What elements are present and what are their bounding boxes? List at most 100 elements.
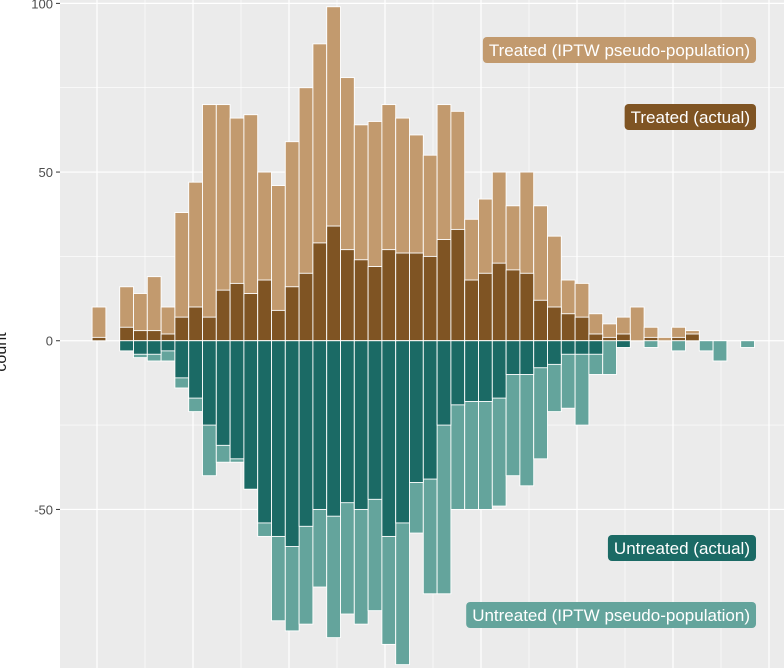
bar-treated-actual <box>133 330 148 342</box>
bar-untreated-actual <box>326 340 341 517</box>
bar-untreated-actual <box>409 340 424 483</box>
bar-untreated-actual <box>367 340 383 500</box>
legend-label-text: Untreated (IPTW pseudo-population) <box>472 606 750 625</box>
bar-untreated-iptw-pseudo-population <box>712 340 728 362</box>
y-tick-label: -50 <box>34 502 53 517</box>
bar-untreated-iptw-pseudo-population <box>698 340 714 352</box>
legend-label-background <box>607 535 756 561</box>
legend-label-background <box>466 602 756 628</box>
bar-untreated-actual <box>478 340 493 402</box>
bar-untreated-actual <box>133 340 148 355</box>
bar-treated-actual <box>464 279 479 342</box>
bar-untreated-actual <box>160 340 176 352</box>
bar-treated-actual <box>146 330 162 342</box>
bar-treated-actual <box>188 306 203 342</box>
legend-label-text: Untreated (actual) <box>614 539 750 558</box>
bar-treated-actual <box>574 316 590 342</box>
bar-untreated-actual <box>229 340 245 460</box>
bar-untreated-actual <box>547 340 562 365</box>
legend-label-background <box>482 37 756 63</box>
bar-treated-iptw-pseudo-population <box>657 336 673 342</box>
bar-untreated-actual <box>353 340 369 510</box>
bar-treated-actual <box>436 239 452 342</box>
bar-untreated-actual <box>574 340 590 355</box>
y-tick-label: 0 <box>46 334 53 349</box>
bar-treated-actual <box>367 266 383 342</box>
bar-untreated-actual <box>146 340 162 355</box>
bar-untreated-actual <box>422 340 438 480</box>
bar-treated-actual <box>533 299 548 342</box>
legend-label-text: Treated (IPTW pseudo-population) <box>489 41 750 60</box>
bar-treated-actual <box>119 326 134 342</box>
bar-untreated-actual <box>215 340 231 446</box>
bar-treated-actual <box>519 272 535 342</box>
bar-untreated-actual <box>284 340 300 547</box>
bar-untreated-actual <box>436 340 452 426</box>
bar-treated-actual <box>340 249 355 342</box>
bar-treated-actual <box>478 272 493 342</box>
bar-treated-actual <box>422 255 438 342</box>
bar-treated-actual <box>215 289 231 342</box>
bar-treated-actual <box>284 286 300 342</box>
bar-treated-actual <box>381 249 397 342</box>
bar-untreated-actual <box>491 340 507 399</box>
bar-treated-actual <box>243 293 259 342</box>
bar-treated-iptw-pseudo-population <box>91 306 107 342</box>
bar-untreated-actual <box>119 340 134 352</box>
bar-treated-iptw-pseudo-population <box>629 306 645 342</box>
bar-untreated-actual <box>312 340 328 510</box>
bar-treated-actual <box>409 252 424 342</box>
bar-untreated-actual <box>271 340 286 537</box>
bar-untreated-actual <box>202 340 217 426</box>
legend-label-text: Treated (actual) <box>631 108 750 127</box>
bar-untreated-actual <box>298 340 314 527</box>
bar-treated-iptw-pseudo-population <box>202 104 217 342</box>
bar-treated-actual <box>160 333 176 342</box>
bar-treated-actual <box>547 306 562 342</box>
bar-treated-actual <box>202 316 217 342</box>
histogram-bars <box>91 6 755 666</box>
bar-treated-actual <box>257 279 272 342</box>
bar-untreated-iptw-pseudo-population <box>643 340 659 348</box>
bar-untreated-actual <box>533 340 548 369</box>
bar-untreated-actual <box>381 340 397 537</box>
bar-treated-actual <box>560 313 576 342</box>
y-axis-ticks: -50 0 50 100 <box>31 0 60 517</box>
bar-treated-actual <box>298 272 314 342</box>
bar-untreated-actual <box>174 340 190 379</box>
bar-untreated-actual <box>395 340 410 524</box>
bar-untreated-actual <box>450 340 466 406</box>
bar-untreated-actual <box>340 340 355 504</box>
bar-treated-actual <box>271 309 286 342</box>
bar-untreated-actual <box>243 340 259 490</box>
bar-treated-actual <box>505 269 521 342</box>
y-tick-label: 50 <box>39 165 53 180</box>
y-axis-title: count <box>0 332 10 372</box>
bar-treated-actual <box>312 242 328 342</box>
bar-untreated-iptw-pseudo-population <box>602 340 617 375</box>
bar-untreated-iptw-pseudo-population <box>671 340 686 352</box>
bar-treated-actual <box>395 252 410 342</box>
bar-treated-actual <box>91 336 107 342</box>
y-tick-label: 100 <box>31 0 53 11</box>
legend-label-box: Treated (actual) <box>624 104 756 130</box>
bar-untreated-actual <box>560 340 576 355</box>
legend-label-box: Untreated (IPTW pseudo-population) <box>466 602 756 628</box>
bar-untreated-actual <box>464 340 479 402</box>
bar-treated-actual <box>616 333 631 342</box>
legend-label-background <box>624 104 756 130</box>
legend-label-box: Untreated (actual) <box>607 535 756 561</box>
bar-untreated-actual <box>188 340 203 399</box>
bar-treated-actual <box>353 259 369 342</box>
bar-treated-actual <box>491 262 507 342</box>
bar-treated-actual <box>326 225 341 342</box>
bar-treated-actual <box>450 228 466 342</box>
bar-treated-actual <box>229 282 245 342</box>
bar-untreated-actual <box>519 340 535 375</box>
bar-treated-actual <box>671 336 686 342</box>
bar-untreated-actual <box>588 340 604 355</box>
bar-treated-actual <box>643 336 659 342</box>
legend-label-box: Treated (IPTW pseudo-population) <box>482 37 756 63</box>
bar-untreated-actual <box>616 340 631 348</box>
